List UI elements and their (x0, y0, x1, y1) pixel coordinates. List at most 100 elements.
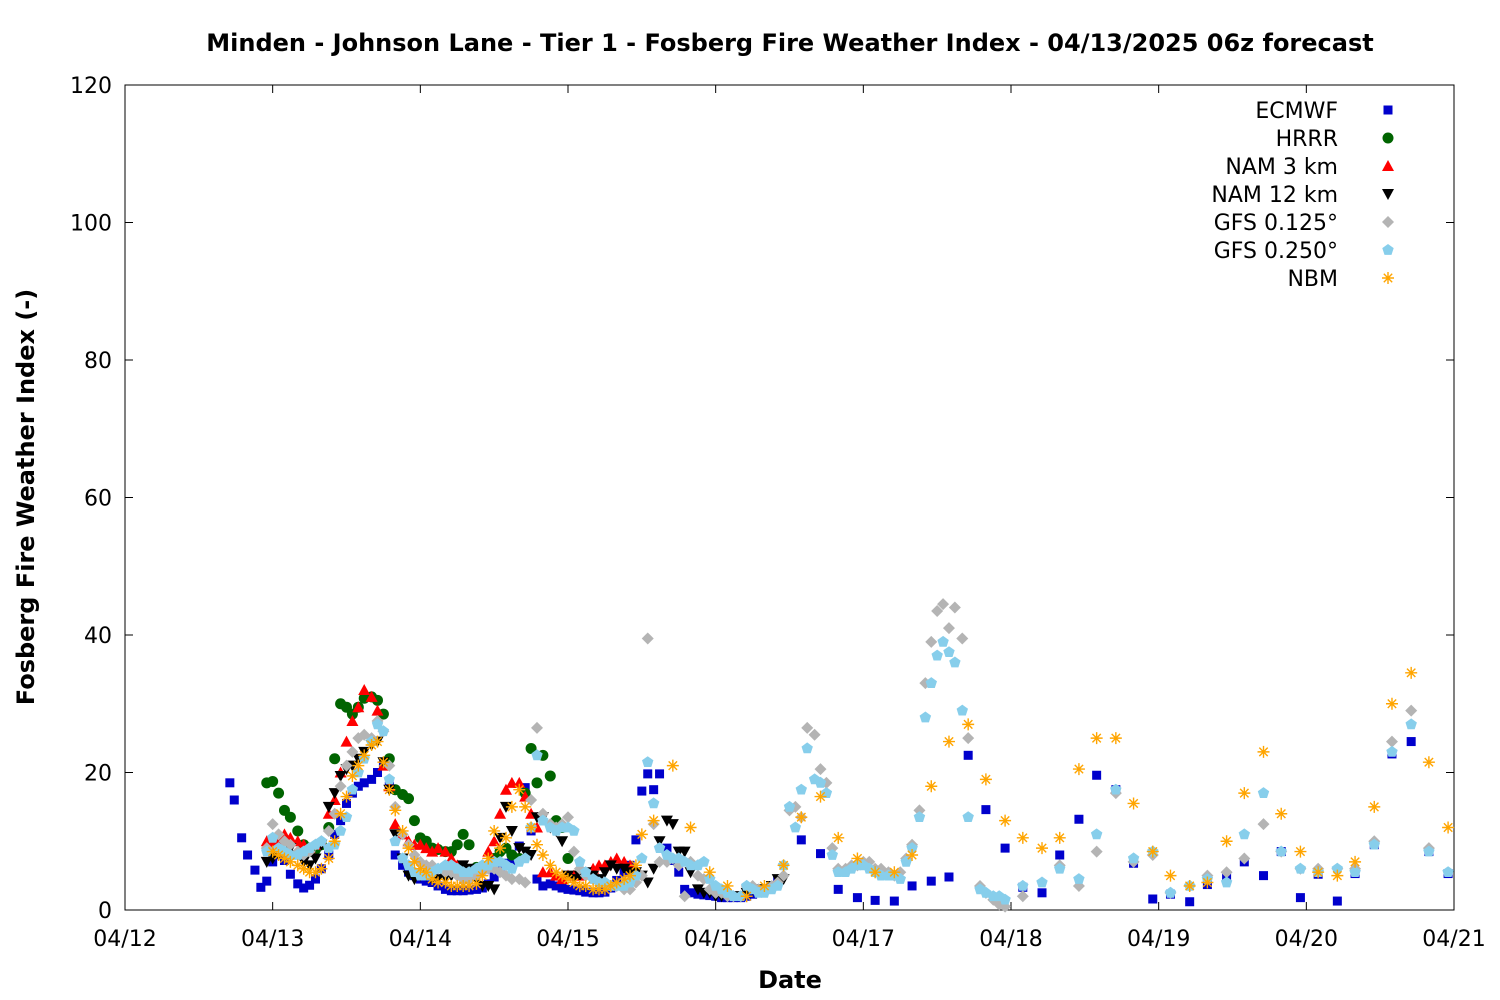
legend-marker (1382, 132, 1394, 144)
data-point (721, 879, 734, 892)
data-point (389, 829, 402, 841)
data-point (389, 818, 402, 830)
data-point (1295, 893, 1305, 903)
y-tick-label: 20 (84, 762, 112, 787)
data-point (906, 842, 918, 853)
data-point (439, 876, 452, 889)
data-point (334, 780, 347, 793)
data-point (505, 800, 518, 813)
data-point (962, 718, 975, 731)
data-point (267, 831, 279, 843)
data-point (451, 839, 463, 851)
data-point (494, 842, 507, 855)
data-point (383, 773, 395, 785)
legend-marker (1382, 216, 1394, 228)
x-tick-label: 04/13 (241, 927, 304, 952)
data-point (801, 721, 814, 734)
y-tick-label: 100 (70, 212, 112, 237)
data-point (284, 811, 296, 823)
y-tick-label: 80 (84, 349, 112, 374)
x-tick-label: 04/17 (832, 927, 895, 952)
data-point (525, 821, 538, 834)
data-point (999, 814, 1012, 827)
data-point (488, 884, 501, 896)
data-point (309, 866, 322, 879)
data-point (556, 869, 569, 882)
data-point (243, 850, 253, 860)
data-point (1072, 763, 1085, 776)
data-point (684, 859, 697, 871)
data-point (513, 783, 526, 796)
data-point (1238, 852, 1251, 865)
data-point (293, 879, 303, 889)
data-point (1220, 866, 1233, 879)
data-point (322, 852, 335, 865)
data-point (662, 843, 672, 853)
data-point (653, 855, 666, 868)
data-point (1257, 787, 1270, 798)
data-point (346, 714, 359, 726)
data-point (962, 732, 975, 745)
data-point (377, 725, 390, 737)
x-tick-label: 04/19 (1127, 927, 1190, 952)
data-point (358, 684, 371, 695)
data-point (789, 821, 802, 833)
data-point (408, 815, 420, 827)
data-point (284, 849, 297, 860)
data-point (1349, 866, 1361, 877)
data-point (328, 788, 341, 800)
data-point (907, 881, 917, 891)
data-point (1053, 831, 1066, 844)
data-point (1000, 843, 1010, 853)
data-point (604, 879, 617, 892)
data-point (1405, 666, 1418, 679)
x-axis-title: Date (758, 966, 822, 994)
data-point (956, 704, 968, 716)
data-point (666, 759, 679, 772)
data-point (642, 756, 654, 767)
data-point (1090, 828, 1103, 840)
legend-marker (1383, 105, 1393, 115)
legend-label: GFS 0.250° (1214, 239, 1338, 264)
data-point (949, 656, 961, 668)
data-point (568, 824, 580, 836)
data-point (649, 785, 659, 795)
data-point (346, 769, 359, 782)
data-point (979, 773, 992, 786)
data-point (647, 814, 660, 827)
data-point (278, 852, 291, 865)
data-point (783, 800, 796, 812)
data-point (1312, 866, 1325, 879)
data-point (414, 862, 427, 875)
legend-label: HRRR (1276, 127, 1338, 152)
data-point (1349, 855, 1362, 868)
data-point (643, 769, 653, 779)
data-point (647, 863, 660, 875)
data-point (336, 816, 346, 826)
data-point (367, 774, 377, 784)
data-point (1275, 807, 1288, 820)
x-tick-label: 04/15 (536, 927, 599, 952)
legend-marker (1382, 272, 1394, 284)
data-point (1109, 732, 1122, 745)
data-point (506, 862, 518, 874)
data-point (530, 721, 543, 734)
data-point (1294, 845, 1307, 858)
data-point (390, 850, 400, 860)
data-point (889, 896, 899, 906)
data-point (266, 845, 279, 858)
data-point (537, 814, 549, 826)
data-point (684, 821, 697, 834)
data-point (931, 604, 944, 617)
data-point (398, 860, 408, 870)
data-point (944, 872, 954, 882)
data-point (772, 879, 784, 891)
data-point (562, 852, 574, 864)
x-axis: 04/12 04/13 04/14 04/15 04/16 04/17 04/18 04/19… (93, 85, 1486, 952)
legend-marker (1382, 244, 1394, 255)
data-point (513, 843, 526, 855)
data-point (536, 807, 549, 820)
data-point (1422, 756, 1435, 769)
data-point (942, 735, 955, 748)
